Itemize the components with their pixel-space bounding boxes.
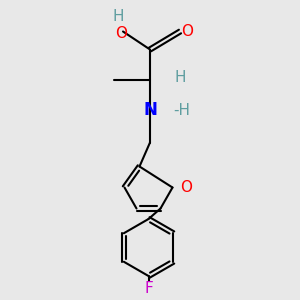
Text: O: O [180, 180, 192, 195]
Text: -H: -H [173, 103, 190, 118]
Text: F: F [144, 281, 153, 296]
Text: O: O [116, 26, 128, 40]
Text: H: H [174, 70, 186, 86]
Text: O: O [182, 24, 194, 39]
Text: H: H [113, 9, 124, 24]
Text: N: N [144, 101, 158, 119]
